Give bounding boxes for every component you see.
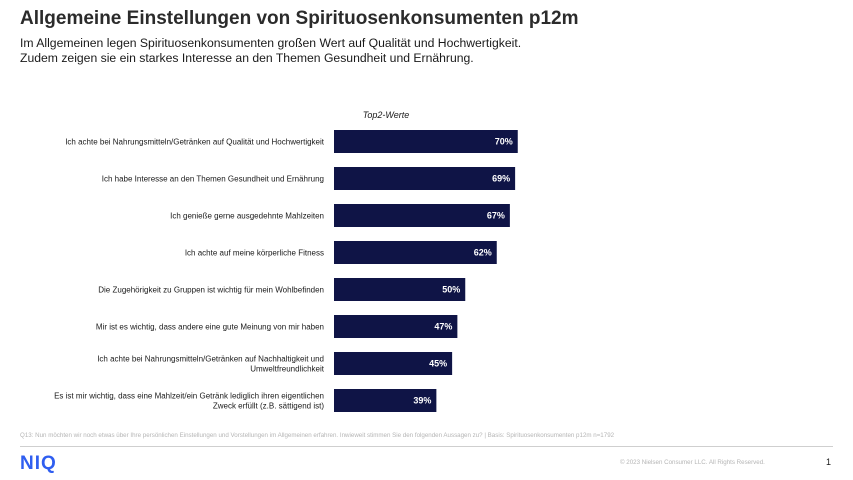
bar-value-label-6: 47% <box>434 322 452 332</box>
bar-value-label-7: 45% <box>429 359 447 369</box>
category-label-2: Ich habe Interesse an den Themen Gesundh… <box>102 175 324 184</box>
bar-chart: 70% Ich achte bei Nahrungsmitteln/Getränk… <box>54 130 518 412</box>
bar-5 <box>334 278 466 301</box>
bar-8 <box>334 389 437 412</box>
category-label-7-line-1: Ich achte bei Nahrungsmitteln/Getränken … <box>97 355 324 364</box>
bar-value-label-2: 69% <box>492 174 510 184</box>
niq-logo: NIQ <box>20 453 57 474</box>
bar-7 <box>334 352 453 375</box>
category-label-3: Ich genieße gerne ausgedehnte Mahlzeiten <box>170 212 324 221</box>
category-label-1: Ich achte bei Nahrungsmitteln/Getränken … <box>65 138 325 147</box>
bar-value-label-4: 62% <box>474 248 492 258</box>
category-label-6: Mir ist es wichtig, dass andere eine gut… <box>96 323 324 332</box>
bar-value-label-5: 50% <box>442 285 460 295</box>
subtitle-line-2: Zudem zeigen sie ein starkes Interesse a… <box>20 51 474 65</box>
bar-value-label-3: 67% <box>487 211 505 221</box>
category-label-5: Die Zugehörigkeit zu Gruppen ist wichtig… <box>98 286 324 295</box>
page-number: 1 <box>826 457 832 467</box>
subtitle-line-1: Im Allgemeinen legen Spirituosenkonsumen… <box>20 36 522 50</box>
category-label-7-line-2: Umweltfreundlichkeit <box>250 365 325 374</box>
bar-2 <box>334 167 516 190</box>
page-title: Allgemeine Einstellungen von Spirituosen… <box>20 8 579 29</box>
bar-1 <box>334 130 518 153</box>
bar-value-label-8: 39% <box>413 396 431 406</box>
bar-3 <box>334 204 510 227</box>
bar-4 <box>334 241 497 264</box>
copyright-text: © 2023 Nielsen Consumer LLC. All Rights … <box>620 459 765 466</box>
category-label-8-line-2: Zweck erfüllt (z.B. sättigend ist) <box>213 402 324 411</box>
page-subtitle: Im Allgemeinen legen Spirituosenkonsumen… <box>20 36 521 66</box>
bar-value-label-1: 70% <box>495 137 513 147</box>
question-footnote: Q13: Nun möchten wir noch etwas über Ihr… <box>20 432 615 439</box>
category-label-4: Ich achte auf meine körperliche Fitness <box>185 249 324 258</box>
category-label-8-line-1: Es ist mir wichtig, dass eine Mahlzeit/e… <box>54 392 324 401</box>
bar-6 <box>334 315 458 338</box>
footer-divider <box>20 446 833 447</box>
column-header: Top2-Werte <box>362 110 410 120</box>
